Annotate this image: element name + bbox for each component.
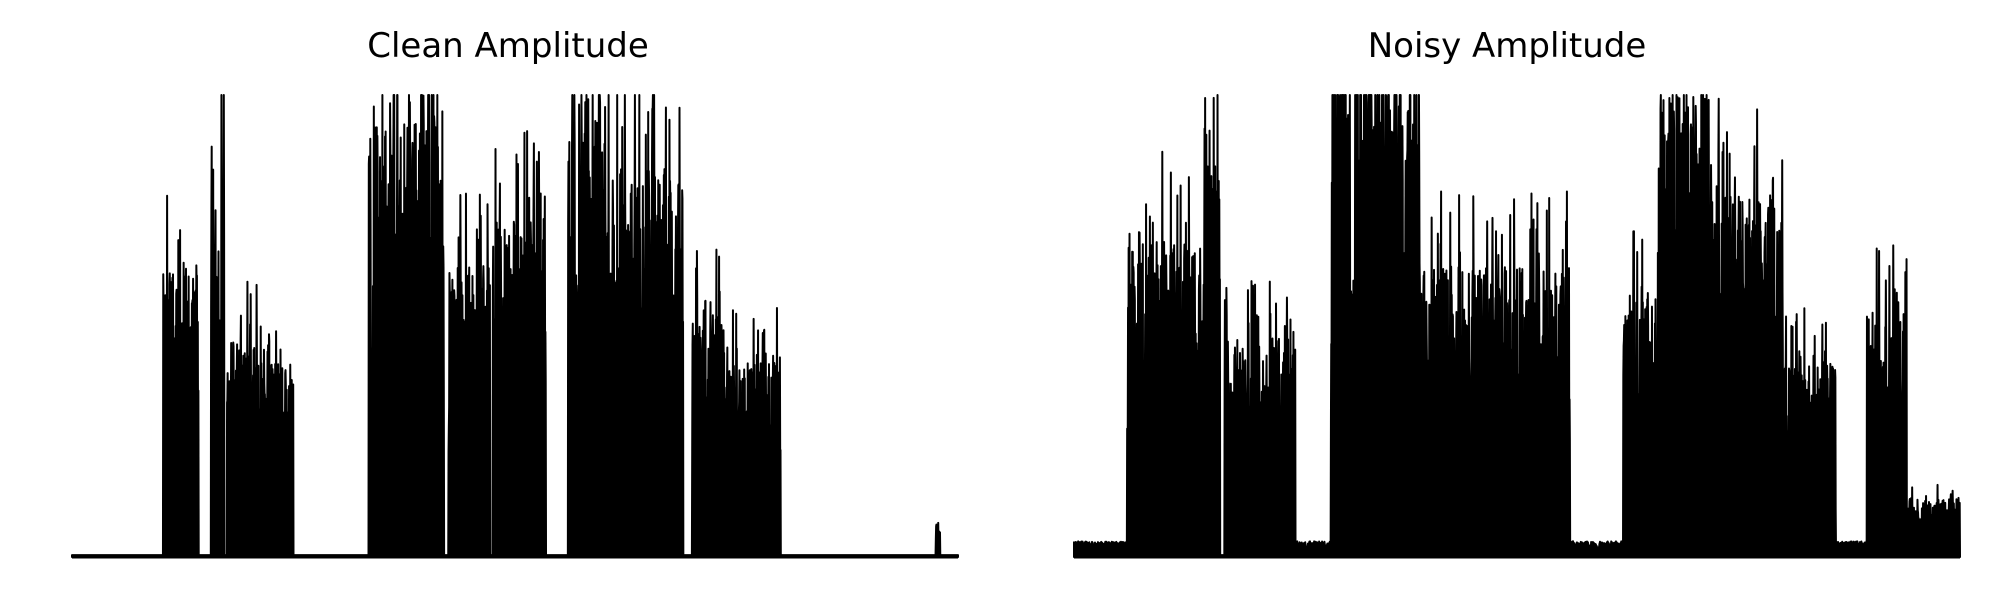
amplitude-envelope [1073,94,1961,558]
panel-clean: Clean Amplitude [71,26,959,559]
amplitude-envelope [71,94,959,558]
panel-noisy: Noisy Amplitude [1073,26,1961,559]
plot-area-clean [71,94,959,559]
title-noisy-amplitude: Noisy Amplitude [1368,26,1647,66]
title-clean-amplitude: Clean Amplitude [367,26,649,66]
plot-area-noisy [1073,94,1961,559]
